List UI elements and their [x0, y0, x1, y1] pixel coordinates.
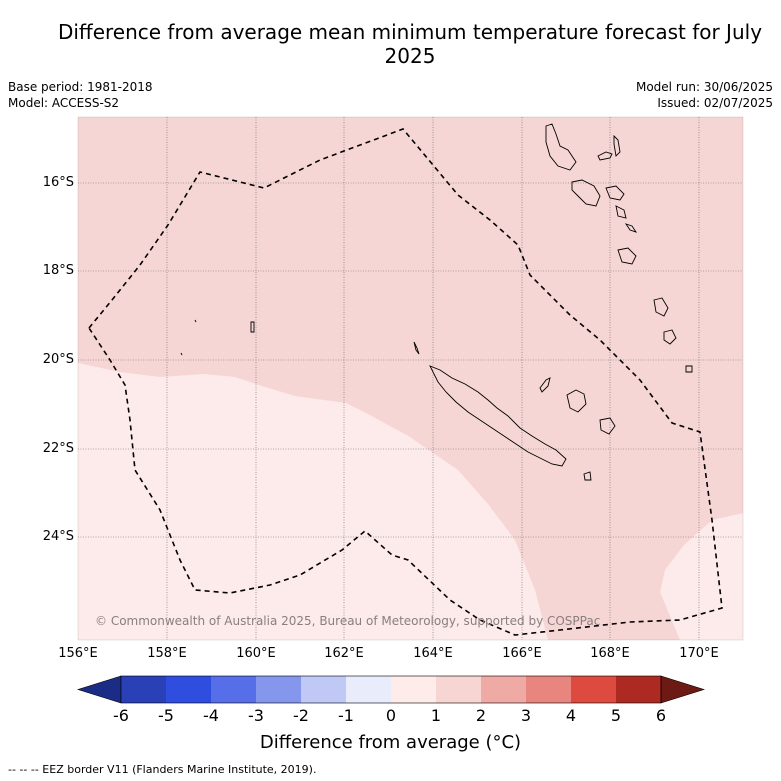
- coastline-lifou: [566, 389, 587, 413]
- coastline-chesterfield: [180, 319, 255, 356]
- anomaly-zone-0-1-southwest: [78, 363, 548, 640]
- colorbar-segment: [346, 676, 391, 703]
- meta-right: Model run: 30/06/2025 Issued: 02/07/2025: [636, 79, 773, 111]
- coastline-grande-terre: [429, 365, 567, 467]
- colorbar-segment: [211, 676, 256, 703]
- coastline-isle-of-pines: [583, 471, 592, 481]
- lon-label-162e: 162°E: [324, 646, 364, 661]
- lat-label-16s: 16°S: [42, 175, 74, 190]
- lon-label-158e: 158°E: [147, 646, 187, 661]
- eez-legend-footer: -- -- -- EEZ border V11 (Flanders Marine…: [8, 763, 317, 776]
- meta-left: Base period: 1981-2018 Model: ACCESS-S2: [8, 79, 153, 111]
- colorbar-segment: [256, 676, 301, 703]
- eez-border: [88, 128, 723, 636]
- colorbar-extend-high: [660, 675, 706, 704]
- coastline-mare: [599, 417, 616, 435]
- colorbar-segment: [391, 676, 436, 703]
- colorbar-tick-label: -3: [248, 706, 264, 725]
- colorbar-tick-label: -4: [203, 706, 219, 725]
- coastline-vanuatu: [545, 123, 693, 373]
- lon-label-168e: 168°E: [590, 646, 630, 661]
- colorbar-label: Difference from average (°C): [259, 732, 522, 753]
- lon-label-164e: 164°E: [413, 646, 453, 661]
- colorbar-tick-label: -2: [293, 706, 309, 725]
- coastline-ouvea: [539, 377, 551, 393]
- colorbar-tick-label: 3: [520, 706, 532, 725]
- model-name: Model: ACCESS-S2: [8, 96, 120, 110]
- colorbar: [76, 675, 706, 704]
- lon-label-166e: 166°E: [502, 646, 542, 661]
- lon-label-156e: 156°E: [58, 646, 98, 661]
- lon-label-170e: 170°E: [679, 646, 719, 661]
- colorbar-segment: [121, 676, 166, 703]
- lat-label-18s: 18°S: [42, 263, 74, 278]
- colorbar-tick-label: 5: [610, 706, 622, 725]
- gridlines: [78, 117, 743, 640]
- map-frame: [77, 116, 744, 641]
- lat-label-24s: 24°S: [42, 529, 74, 544]
- colorbar-extend-low: [76, 675, 122, 704]
- colorbar-segment: [166, 676, 211, 703]
- colorbar-segment: [301, 676, 346, 703]
- colorbar-segment: [481, 676, 526, 703]
- coastline-belep: [413, 341, 420, 355]
- colorbar-segment: [526, 676, 571, 703]
- model-run: Model run: 30/06/2025: [635, 80, 773, 94]
- copyright-notice: © Commonwealth of Australia 2025, Bureau…: [95, 614, 601, 628]
- colorbar-segment: [616, 676, 661, 703]
- colorbar-segment: [571, 676, 616, 703]
- lon-label-160e: 160°E: [236, 646, 276, 661]
- page-title: Difference from average mean minimum tem…: [57, 20, 763, 68]
- colorbar-tick-label: 2: [475, 706, 487, 725]
- colorbar-tick-label: -6: [113, 706, 129, 725]
- colorbar-tick-label: -1: [338, 706, 354, 725]
- colorbar-tick-label: 1: [430, 706, 442, 725]
- colorbar-tick-label: 4: [565, 706, 577, 725]
- lat-label-20s: 20°S: [42, 352, 74, 367]
- colorbar-border: [120, 675, 662, 704]
- colorbar-tick-label: 6: [655, 706, 667, 725]
- issued-date: Issued: 02/07/2025: [657, 96, 773, 110]
- colorbar-tick-label: 0: [385, 706, 397, 725]
- base-period: Base period: 1981-2018: [8, 80, 153, 94]
- colorbar-segment: [436, 676, 481, 703]
- colorbar-tick-label: -5: [158, 706, 174, 725]
- lat-label-22s: 22°S: [42, 441, 74, 456]
